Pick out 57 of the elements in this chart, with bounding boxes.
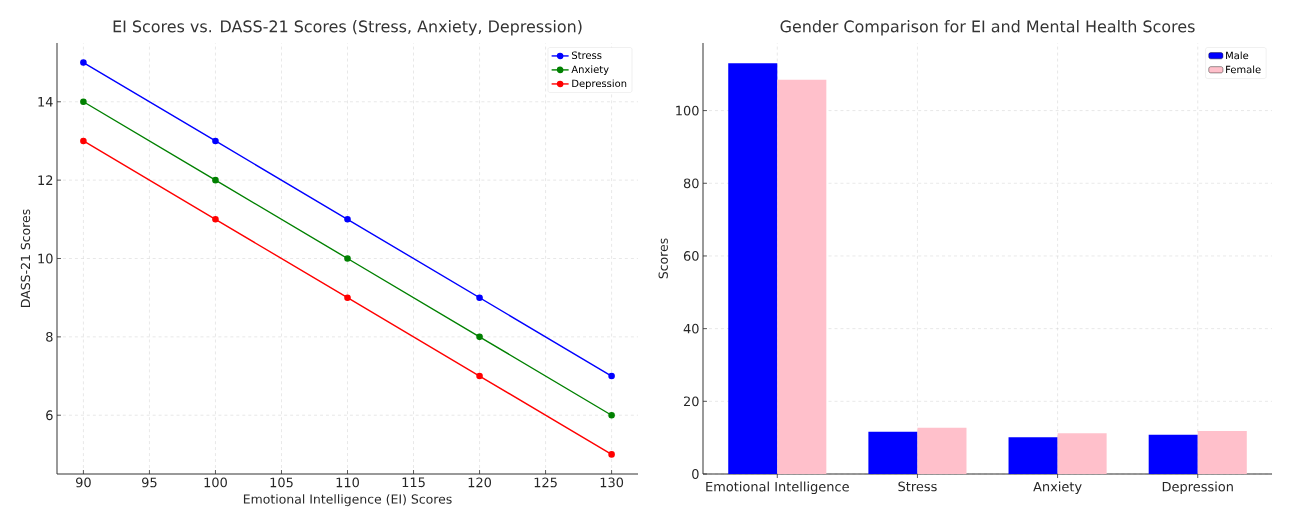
point xyxy=(476,294,483,301)
y-tick-label: 8 xyxy=(46,331,53,342)
x-tick-label: 100 xyxy=(204,477,227,488)
legend-label: Male xyxy=(1226,51,1249,60)
legend-label: Depression xyxy=(572,79,627,90)
x-tick-label: 125 xyxy=(534,477,557,488)
x-tick-label: 120 xyxy=(468,477,492,488)
y-tick-label: 20 xyxy=(683,396,699,407)
point xyxy=(476,372,483,380)
bar xyxy=(917,427,967,474)
y-tick-label: 60 xyxy=(683,251,699,261)
bar xyxy=(728,63,778,474)
x-tick-label: 105 xyxy=(270,477,293,488)
chart-title: Gender Comparison for EI and Mental Health Scores xyxy=(780,20,1195,36)
bar xyxy=(868,431,918,474)
y-tick-label: 100 xyxy=(676,105,699,116)
y-tick-label: 6 xyxy=(46,410,53,421)
x-tick-label: 95 xyxy=(142,477,157,488)
point xyxy=(608,451,615,458)
y-tick-label: 80 xyxy=(683,178,699,189)
bar xyxy=(1057,433,1107,474)
x-tick-label: 115 xyxy=(402,477,425,488)
x-tick-label: Stress xyxy=(898,481,937,492)
legend-label: Anxiety xyxy=(571,65,609,76)
point xyxy=(344,294,351,301)
x-tick-label: 130 xyxy=(600,477,624,488)
point xyxy=(344,255,351,262)
point xyxy=(608,411,615,419)
point xyxy=(80,59,87,66)
point xyxy=(212,216,219,223)
point xyxy=(476,333,483,341)
point xyxy=(344,216,351,223)
y-tick-label: 14 xyxy=(38,97,53,107)
bar xyxy=(1008,437,1058,474)
bar xyxy=(777,79,827,474)
bar xyxy=(1197,431,1247,474)
legend-label: Stress xyxy=(571,51,602,60)
point xyxy=(212,137,219,145)
y-tick-label: 10 xyxy=(38,253,53,264)
y-tick-label: 0 xyxy=(692,469,699,479)
y-axis-title: DASS-21 Scores xyxy=(20,209,31,307)
y-tick-label: 40 xyxy=(683,323,699,334)
x-tick-label: 110 xyxy=(336,477,359,488)
point xyxy=(608,372,615,380)
x-tick-label: Anxiety xyxy=(1033,481,1082,495)
chart-title: EI Scores vs. DASS-21 Scores (Stress, Anxiety, Depression) xyxy=(113,20,582,36)
bar xyxy=(1148,434,1198,474)
x-tick-label: Depression xyxy=(1162,481,1233,495)
x-axis-title: Emotional Intelligence (EI) Scores xyxy=(243,494,452,507)
x-tick-label: Emotional Intelligence xyxy=(706,481,849,495)
point xyxy=(80,98,87,106)
x-tick-label: 90 xyxy=(75,477,91,488)
legend-label: Female xyxy=(1226,65,1261,74)
y-tick-label: 12 xyxy=(38,175,53,185)
point xyxy=(80,137,87,145)
y-axis-title: Scores xyxy=(658,238,668,279)
point xyxy=(212,176,219,184)
